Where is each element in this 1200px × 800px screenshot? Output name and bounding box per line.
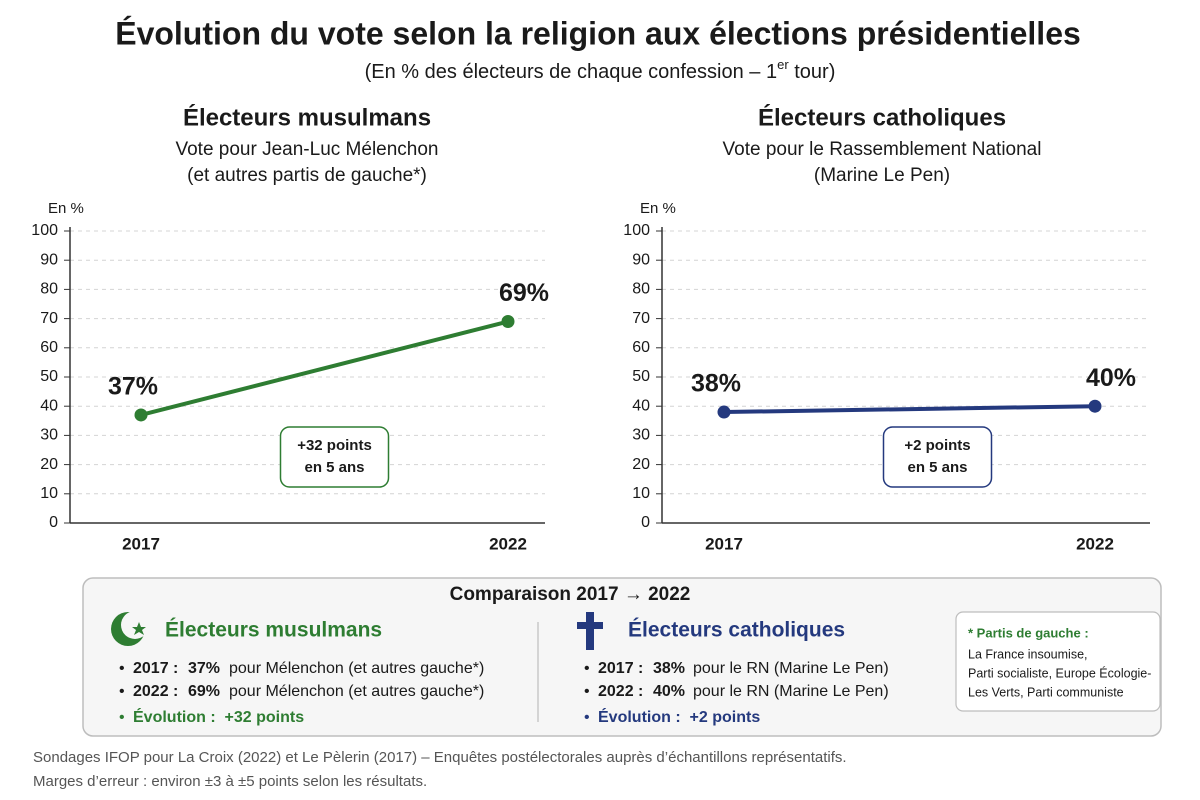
row-label: 2017 : — [133, 660, 178, 677]
y-tick-label: 60 — [40, 339, 58, 356]
row-label: 2017 : — [598, 660, 643, 677]
subtitle-part: (En % des électeurs de chaque confession… — [365, 61, 777, 83]
subtitle-sup: er — [777, 57, 789, 72]
note-box — [955, 611, 1161, 712]
comparison-box — [82, 577, 1162, 737]
row-value: 69% — [188, 683, 220, 700]
bullet: • — [119, 709, 125, 726]
annotation-box — [279, 426, 390, 488]
row-value: 37% — [188, 660, 220, 677]
y-tick-label: 90 — [40, 251, 58, 268]
y-tick-label: 30 — [632, 427, 650, 444]
note-line: Les Verts, Parti communiste — [968, 685, 1124, 699]
group-title: Électeurs musulmans — [165, 619, 382, 642]
y-tick-label: 10 — [632, 485, 650, 502]
x-tick-label: 2017 — [122, 534, 160, 553]
row-label: 2022 : — [598, 683, 643, 700]
evolution: Évolution : +2 points — [598, 707, 760, 726]
chart-title: Électeurs musulmans — [183, 103, 431, 131]
cross-icon — [577, 612, 603, 650]
chart-subtitle: Vote pour Jean-Luc Mélenchon — [175, 139, 438, 160]
y-tick-label: 80 — [40, 281, 58, 298]
y-tick-label: 100 — [623, 222, 650, 239]
row-text: pour le RN (Marine Le Pen) — [693, 660, 889, 677]
note-line: Parti socialiste, Europe Écologie- — [968, 665, 1151, 680]
crescent-icon — [111, 611, 149, 646]
bullet: • — [119, 683, 125, 700]
y-tick-label: 20 — [632, 456, 650, 473]
bullet: • — [584, 683, 590, 700]
row-value: 38% — [653, 660, 685, 677]
chart-title: Électeurs catholiques — [758, 103, 1006, 131]
y-tick-label: 40 — [632, 397, 650, 414]
y-tick-label: 30 — [40, 427, 58, 444]
y-axis-label: En % — [640, 200, 676, 217]
y-tick-label: 90 — [632, 251, 650, 268]
data-label: 69% — [499, 279, 549, 307]
bullet: • — [584, 709, 590, 726]
y-tick-label: 0 — [49, 514, 58, 531]
annotation: en 5 ans — [304, 459, 364, 476]
x-tick-label: 2022 — [1076, 534, 1114, 553]
chart-subtitle: (et autres partis de gauche*) — [187, 165, 427, 186]
annotation: en 5 ans — [907, 459, 967, 476]
bullet: • — [119, 660, 125, 677]
group-title: Électeurs catholiques — [628, 619, 845, 642]
charts: Électeurs musulmans Vote pour Jean-Luc Mé… — [31, 103, 1150, 553]
main-subtitle: (En % des électeurs de chaque confession… — [365, 57, 836, 83]
annotation: +2 points — [904, 437, 970, 454]
main-title: Évolution du vote selon la religion aux … — [115, 15, 1081, 51]
data-label: 37% — [108, 373, 158, 401]
series-line — [140, 319, 509, 417]
row-text: pour le RN (Marine Le Pen) — [693, 683, 889, 700]
annotation-box — [882, 426, 993, 488]
y-tick-label: 40 — [40, 397, 58, 414]
y-tick-label: 50 — [40, 368, 58, 385]
y-tick-label: 70 — [632, 310, 650, 327]
note-line: La France insoumise, — [968, 647, 1088, 661]
data-point — [1088, 399, 1102, 413]
data-label: 38% — [691, 370, 741, 398]
data-point — [501, 315, 515, 329]
row-value: 40% — [653, 683, 685, 700]
y-axis-label: En % — [48, 200, 84, 217]
bullet: • — [584, 660, 590, 677]
data-label: 40% — [1086, 364, 1136, 392]
chart-subtitle: Vote pour le Rassemblement National — [723, 139, 1042, 160]
annotation: +32 points — [297, 437, 372, 454]
series-line — [723, 404, 1096, 415]
y-tick-label: 80 — [632, 281, 650, 298]
subtitle-part: tour) — [789, 61, 836, 83]
note-title: * Partis de gauche : — [968, 625, 1089, 640]
y-tick-label: 100 — [31, 222, 58, 239]
x-tick-label: 2022 — [489, 534, 527, 553]
comparison-title: Comparaison 2017 → 2022 — [450, 584, 691, 605]
footer-line: Marges d’erreur : environ ±3 à ±5 points… — [33, 773, 427, 790]
y-tick-label: 0 — [641, 514, 650, 531]
y-tick-label: 20 — [40, 456, 58, 473]
chart-subtitle: (Marine Le Pen) — [814, 165, 950, 186]
row-text: pour Mélenchon (et autres gauche*) — [229, 683, 484, 700]
data-point — [717, 405, 731, 419]
data-point — [134, 408, 148, 422]
row-text: pour Mélenchon (et autres gauche*) — [229, 660, 484, 677]
y-tick-label: 60 — [632, 339, 650, 356]
row-label: 2022 : — [133, 683, 178, 700]
y-tick-label: 50 — [632, 368, 650, 385]
evolution: Évolution : +32 points — [133, 707, 304, 726]
y-tick-label: 10 — [40, 485, 58, 502]
footer-line: Sondages IFOP pour La Croix (2022) et Le… — [33, 749, 847, 766]
y-tick-label: 70 — [40, 310, 58, 327]
x-tick-label: 2017 — [705, 534, 743, 553]
